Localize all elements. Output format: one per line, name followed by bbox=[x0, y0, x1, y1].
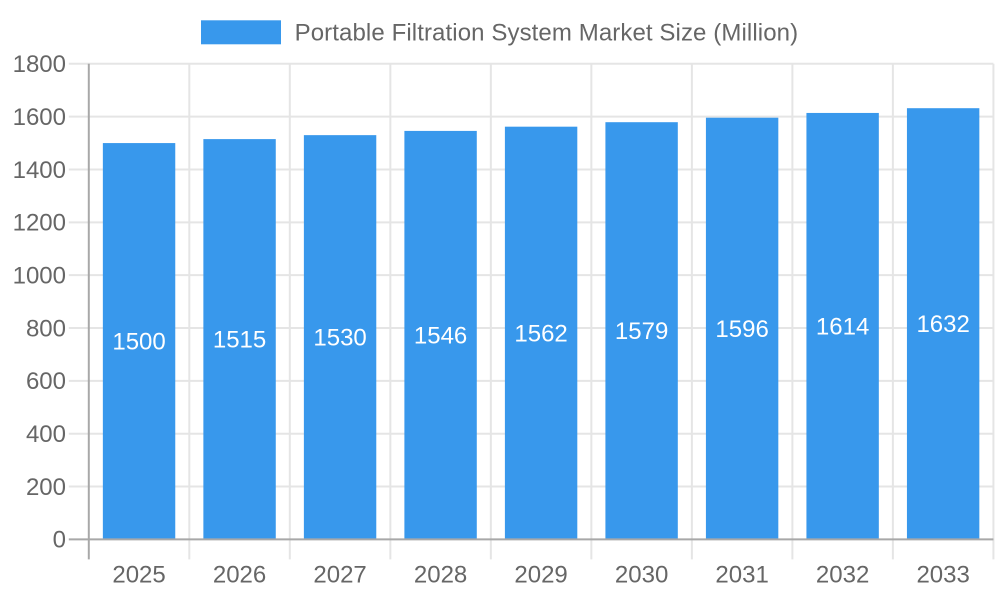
svg-text:2032: 2032 bbox=[816, 561, 869, 588]
svg-text:1400: 1400 bbox=[13, 157, 66, 184]
svg-text:2025: 2025 bbox=[112, 561, 165, 588]
svg-text:1500: 1500 bbox=[112, 329, 165, 356]
svg-text:400: 400 bbox=[26, 421, 66, 448]
svg-text:1614: 1614 bbox=[816, 313, 869, 340]
svg-text:2028: 2028 bbox=[414, 561, 467, 588]
svg-text:1200: 1200 bbox=[13, 210, 66, 237]
svg-text:1546: 1546 bbox=[414, 322, 467, 349]
svg-text:Portable Filtration System Mar: Portable Filtration System Market Size (… bbox=[295, 20, 798, 47]
svg-text:1530: 1530 bbox=[313, 325, 366, 352]
svg-text:1000: 1000 bbox=[13, 262, 66, 289]
svg-text:2030: 2030 bbox=[615, 561, 668, 588]
svg-text:2027: 2027 bbox=[313, 561, 366, 588]
svg-text:1579: 1579 bbox=[615, 318, 668, 345]
svg-text:2029: 2029 bbox=[514, 561, 567, 588]
svg-text:800: 800 bbox=[26, 315, 66, 342]
svg-text:0: 0 bbox=[53, 527, 66, 554]
svg-text:200: 200 bbox=[26, 474, 66, 501]
svg-text:2026: 2026 bbox=[213, 561, 266, 588]
svg-text:1600: 1600 bbox=[13, 104, 66, 131]
svg-text:1596: 1596 bbox=[715, 316, 768, 343]
svg-text:600: 600 bbox=[26, 368, 66, 395]
svg-text:1800: 1800 bbox=[13, 51, 66, 78]
svg-text:2031: 2031 bbox=[715, 561, 768, 588]
svg-text:1562: 1562 bbox=[514, 320, 567, 347]
svg-text:2033: 2033 bbox=[916, 561, 969, 588]
svg-text:1515: 1515 bbox=[213, 327, 266, 354]
svg-text:1632: 1632 bbox=[916, 311, 969, 338]
